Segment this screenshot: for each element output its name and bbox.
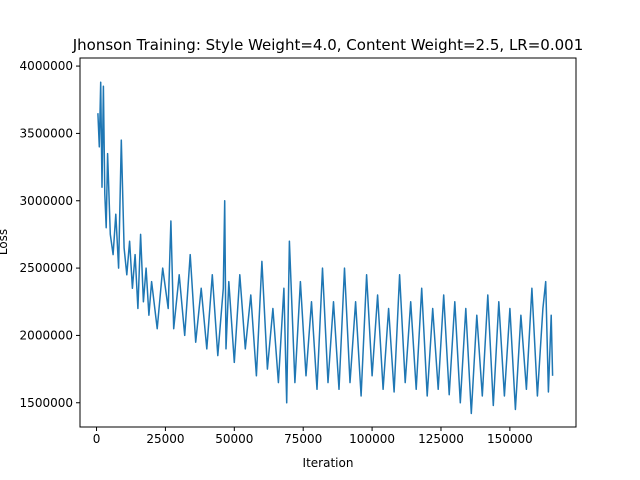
- x-tick-label: 0: [93, 432, 101, 446]
- y-tick-label: 3500000: [20, 126, 73, 140]
- x-tick-label: 25000: [146, 432, 184, 446]
- y-tick-label: 3000000: [20, 194, 73, 208]
- x-axis: 0 25000 50000 75000 100000 125000 150000: [93, 427, 533, 446]
- y-axis: 1500000 2000000 2500000 3000000 3500000 40000…: [20, 59, 80, 410]
- plot-frame: [79, 57, 577, 428]
- x-tick-label: 150000: [487, 432, 533, 446]
- x-axis-label: Iteration: [303, 456, 354, 470]
- x-tick-label: 50000: [215, 432, 253, 446]
- chart-marks: [97, 81, 554, 415]
- y-tick-label: 4000000: [20, 59, 73, 73]
- chart-title: Jhonson Training: Style Weight=4.0, Cont…: [72, 36, 583, 54]
- y-axis-label: Loss: [0, 229, 10, 255]
- x-tick-label: 100000: [349, 432, 395, 446]
- y-tick-label: 2500000: [20, 261, 73, 275]
- x-tick-label: 125000: [418, 432, 464, 446]
- y-tick-label: 2000000: [20, 328, 73, 342]
- series-line-0: [97, 81, 554, 415]
- x-tick-label: 75000: [284, 432, 322, 446]
- y-tick-label: 1500000: [20, 396, 73, 410]
